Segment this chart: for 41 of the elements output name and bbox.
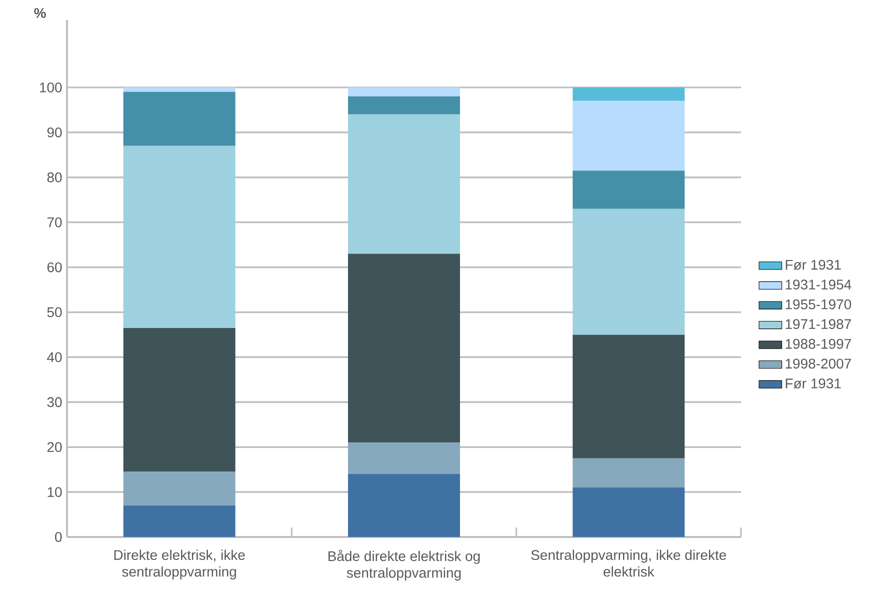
- bar: [123, 506, 236, 537]
- legend-label: 1931-1954: [786, 280, 852, 290]
- y-tick-label: 70: [47, 217, 62, 228]
- y-tick-label: 10: [48, 487, 62, 498]
- bar: [123, 92, 236, 146]
- y-tick-label: 40: [47, 352, 62, 362]
- legend-label: 1998-2007: [786, 358, 851, 369]
- legend-label: 1955-1970: [786, 299, 852, 310]
- y-axis-title: %: [34, 8, 46, 18]
- y-tick-label: 60: [47, 262, 62, 272]
- legend-label: 1971-1987: [786, 319, 851, 330]
- bar: [123, 146, 236, 328]
- x-tick-label: Både direkte elektrisk og sentraloppvarming: [328, 550, 480, 581]
- bar: [348, 442, 460, 474]
- legend-label: Før 1931: [786, 378, 841, 388]
- y-tick-label: 30: [47, 397, 62, 408]
- bar: [348, 96, 460, 114]
- bar: [572, 334, 685, 458]
- x-tick-label: Sentraloppvarming, ikke direkte elektrisk: [531, 550, 726, 577]
- bar: [348, 254, 460, 443]
- legend-label: Før 1931: [786, 260, 841, 270]
- y-tick-label: 80: [47, 172, 62, 182]
- y-tick-label: 0: [55, 532, 62, 542]
- x-tick-label: Direkte elektrisk, ikke sentraloppvarming: [114, 550, 245, 580]
- bar: [123, 328, 236, 472]
- bar: [572, 87, 685, 101]
- y-tick-label: 20: [47, 442, 62, 452]
- bar: [348, 474, 460, 537]
- bar: [348, 114, 460, 254]
- legend-label: 1988-1997: [786, 338, 851, 349]
- bar: [572, 170, 685, 209]
- bar: [572, 458, 685, 488]
- bar: [348, 87, 460, 96]
- y-tick-label: 100: [40, 82, 62, 92]
- bar: [123, 472, 236, 506]
- y-tick-label: 90: [47, 127, 62, 138]
- bar: [123, 87, 236, 92]
- bar: [572, 488, 685, 537]
- bar: [572, 100, 685, 171]
- y-tick-label: 50: [47, 307, 62, 318]
- bar: [572, 208, 685, 335]
